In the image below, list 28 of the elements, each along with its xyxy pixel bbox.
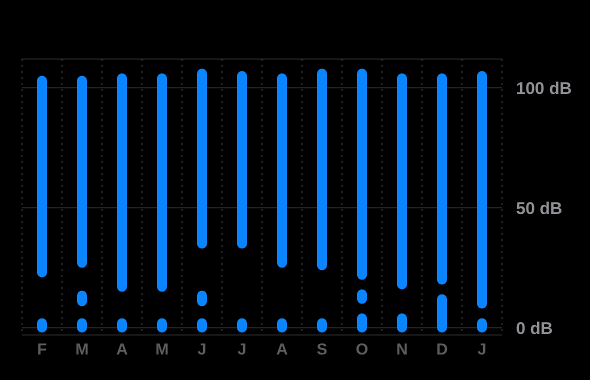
bar: [437, 294, 447, 333]
bar: [437, 73, 447, 285]
bar: [317, 68, 327, 270]
y-tick-label: 0 dB: [516, 318, 553, 338]
x-tick-label: J: [238, 341, 246, 358]
y-tick-label: 50 dB: [516, 198, 562, 218]
x-tick-label: D: [436, 341, 448, 358]
bar: [197, 68, 207, 249]
x-tick-label: A: [276, 341, 288, 358]
bar: [477, 71, 487, 309]
bar: [37, 76, 47, 278]
x-tick-label: A: [116, 341, 128, 358]
x-tick-label: S: [316, 341, 328, 358]
x-tick-label: F: [37, 341, 48, 358]
bar: [157, 73, 167, 292]
bar: [77, 76, 87, 268]
y-tick-label: 100 dB: [516, 78, 572, 98]
x-tick-label: J: [478, 341, 486, 358]
bar: [277, 73, 287, 268]
x-tick-label: J: [198, 341, 206, 358]
x-tick-label: O: [356, 341, 368, 358]
bar: [357, 68, 367, 280]
bar: [117, 73, 127, 292]
bar: [397, 73, 407, 290]
bar: [237, 71, 247, 249]
x-tick-label: M: [155, 341, 169, 358]
x-tick-label: N: [396, 341, 408, 358]
x-tick-label: M: [75, 341, 89, 358]
